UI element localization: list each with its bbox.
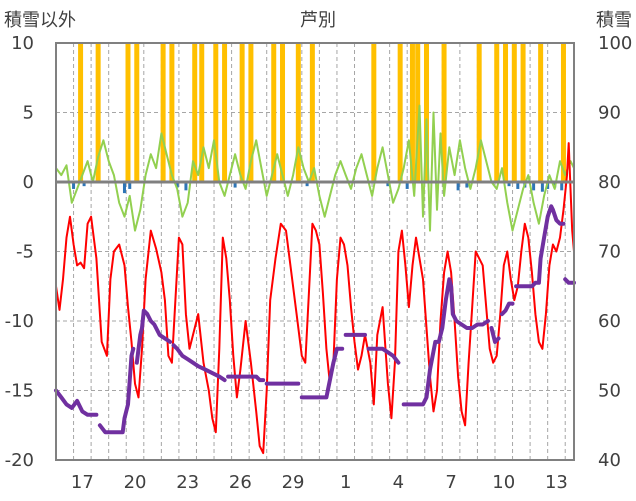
snowfall-bar: [507, 182, 511, 187]
x-tick-label: 13: [545, 472, 568, 493]
precipitation-bar: [441, 43, 447, 182]
precipitation-bar: [192, 43, 198, 182]
precipitation-bar: [397, 43, 403, 182]
precipitation-bar: [125, 43, 131, 182]
precipitation-bar: [169, 43, 175, 182]
x-tick-label: 10: [492, 472, 515, 493]
right-tick-label: 90: [598, 103, 621, 124]
snow-depth-line: [299, 346, 345, 400]
right-axis-label: 積雪: [596, 10, 632, 31]
x-tick-label: 23: [176, 472, 199, 493]
precipitation-bar: [271, 43, 277, 182]
precipitation-bar: [520, 43, 526, 182]
snow-depth-line: [97, 346, 136, 435]
snow-depth-line: [489, 326, 501, 344]
left-tick-label: -15: [5, 381, 34, 402]
precipitation-bar: [248, 43, 254, 182]
snowfall-bar: [122, 182, 126, 194]
snow-depth-line: [514, 204, 566, 289]
plot-frame: [55, 42, 575, 461]
precipitation-bar: [560, 43, 566, 182]
snowfall-bar: [128, 182, 132, 189]
x-tick-label: 7: [445, 472, 456, 493]
precipitation-bar: [415, 43, 421, 182]
right-tick-label: 60: [598, 311, 621, 332]
precipitation-bar: [371, 43, 377, 182]
left-tick-label: -5: [16, 242, 34, 263]
precipitation-bar: [280, 43, 286, 182]
right-tick-label: 70: [598, 242, 621, 263]
snow-depth-line: [366, 346, 401, 365]
snow-depth-series: [54, 204, 576, 435]
snowfall-bar: [386, 182, 390, 187]
precipitation-bar: [222, 43, 228, 182]
snow-depth-line: [171, 343, 227, 383]
snowfall-bar: [72, 182, 76, 189]
left-tick-label: 10: [11, 33, 34, 54]
precipitation-bar: [78, 43, 84, 182]
snowfall-bar: [456, 182, 460, 191]
precipitation-bar: [95, 43, 101, 182]
snowfall-bar: [465, 182, 469, 188]
right-tick-label: 80: [598, 172, 621, 193]
snow-depth-line: [226, 374, 266, 383]
x-tick-label: 26: [229, 472, 252, 493]
left-tick-label: 5: [23, 103, 34, 124]
chart-title: 芦別: [300, 10, 336, 31]
right-tick-label: 40: [598, 450, 621, 471]
precipitation-bar: [538, 43, 544, 182]
x-tick-label: 1: [340, 472, 351, 493]
snowfall-bar: [305, 182, 309, 187]
left-axis-label: 積雪以外: [4, 10, 76, 31]
snowfall-bar: [175, 182, 179, 188]
snowfall-bar: [560, 182, 564, 191]
precipitation-bar: [424, 43, 430, 182]
left-tick-label: -20: [5, 450, 34, 471]
precipitation-bar: [476, 43, 482, 182]
snow-depth-line: [54, 388, 99, 417]
left-tick-label: 0: [23, 172, 34, 193]
precipitation-bar: [295, 43, 301, 182]
snow-depth-line: [500, 301, 515, 317]
x-tick-label: 4: [393, 472, 404, 493]
left-tick-label: -10: [5, 311, 34, 332]
precipitation-bar: [494, 43, 500, 182]
precipitation-bar: [134, 43, 140, 182]
snowfall-bar: [233, 182, 237, 188]
precipitation-bar: [199, 43, 205, 182]
precipitation-bar: [309, 43, 315, 182]
right-tick-label: 100: [598, 33, 632, 54]
x-axis-ticks: 17 20 23 26 29 1 4 7 10 13: [71, 472, 568, 493]
snowfall-bar: [82, 182, 86, 187]
precipitation-bar: [409, 43, 415, 182]
precipitation-bar: [511, 43, 517, 182]
snow-depth-line: [401, 277, 490, 407]
right-axis-ticks: 100 90 80 70 60 50 40: [598, 33, 632, 471]
precipitation-bar: [213, 43, 219, 182]
snowfall-bar: [184, 182, 188, 191]
x-tick-label: 20: [124, 472, 147, 493]
snowfall-bar: [516, 182, 520, 189]
x-tick-label: 17: [71, 472, 94, 493]
snowfall-bar: [540, 182, 544, 192]
precipitation-bars: [78, 43, 566, 182]
plot-border: [55, 42, 575, 461]
snow-depth-line: [134, 308, 173, 365]
precipitation-bar: [239, 43, 245, 182]
right-tick-label: 50: [598, 381, 621, 402]
snowfall-bar: [532, 182, 536, 191]
left-axis-ticks: 10 5 0 -5 -10 -15 -20: [5, 33, 34, 471]
precipitation-bar: [503, 43, 509, 182]
snowfall-bar: [405, 182, 409, 189]
precipitation-bar: [160, 43, 166, 182]
snow-depth-line: [563, 277, 576, 285]
x-tick-label: 29: [282, 472, 305, 493]
